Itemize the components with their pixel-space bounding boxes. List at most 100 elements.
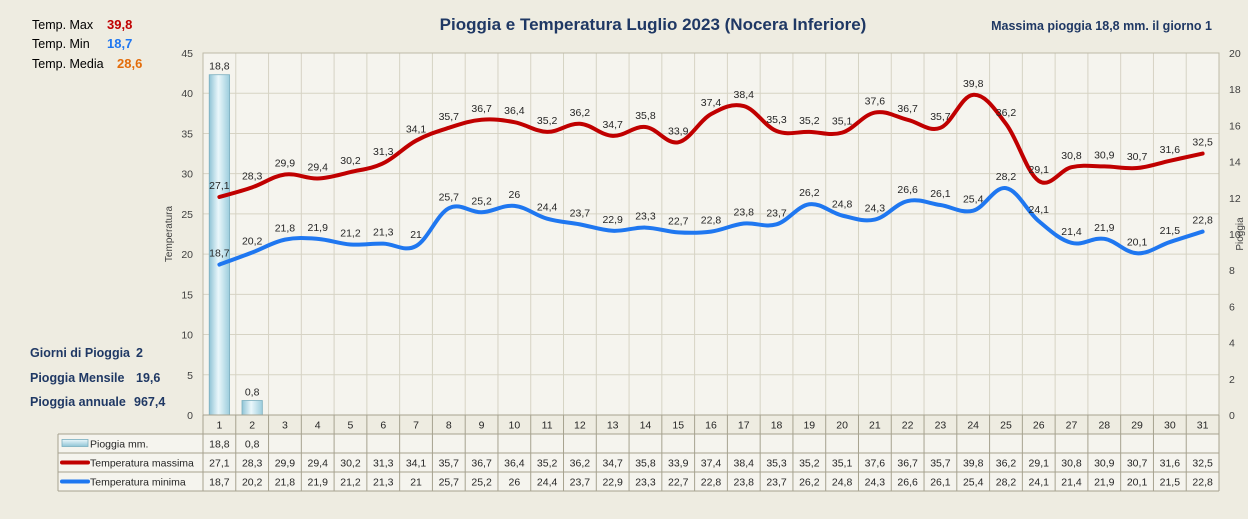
data-label: 31,3 [373, 146, 394, 158]
data-labels: 18,8 0,8 27,1 28,3 29,9 29,4 30,2 31,3 34,1 35,7 3… [209, 61, 1213, 399]
series-point [447, 207, 450, 210]
data-label: 22,9 [602, 214, 623, 226]
data-label: 20,1 [1127, 236, 1148, 248]
table-cell: 36,7 [897, 458, 918, 470]
series-point [1037, 179, 1040, 182]
table-cell: 35,7 [439, 458, 460, 470]
series-point [415, 245, 418, 248]
data-label: 24,1 [1029, 204, 1050, 216]
data-label: 35,7 [930, 111, 951, 123]
x-tick-label: 16 [705, 420, 717, 432]
series-point [251, 186, 254, 189]
table-cell: 34,7 [602, 458, 623, 470]
data-label: 24,8 [832, 198, 853, 210]
table-cell: 21 [410, 477, 422, 489]
legend-entry: Pioggia mm. [90, 439, 148, 451]
x-tick-label: 15 [672, 420, 684, 432]
series-point [808, 130, 811, 133]
table-cell: 35,1 [832, 458, 853, 470]
x-tick-label: 10 [509, 420, 521, 432]
series-point [972, 93, 975, 96]
table-cell: 22,9 [602, 477, 623, 489]
rain-bar [208, 74, 230, 416]
table-cell: 29,4 [307, 458, 328, 470]
y-tick-label: 10 [181, 330, 193, 342]
x-tick-label: 24 [967, 420, 979, 432]
y-tick-label: 45 [181, 48, 193, 60]
table-cell: 29,1 [1029, 458, 1050, 470]
series-point [447, 126, 450, 129]
series-point [578, 122, 581, 125]
data-label: 27,1 [209, 180, 230, 192]
table-cell: 35,8 [635, 458, 656, 470]
series-point [841, 214, 844, 217]
rain-days-label: Giorni di Pioggia [30, 346, 131, 360]
x-tick-label: 7 [413, 420, 419, 432]
series-point [546, 217, 549, 220]
series-point [808, 203, 811, 206]
series-line-max [217, 92, 1205, 199]
series-point [1037, 220, 1040, 223]
x-tick-label: 27 [1066, 420, 1078, 432]
x-tick-label: 4 [315, 420, 321, 432]
x-tick-label: 30 [1164, 420, 1176, 432]
y-tick-label: 35 [181, 128, 193, 140]
x-tick-label: 14 [640, 420, 652, 432]
series-point [480, 118, 483, 121]
series-point [513, 121, 516, 124]
data-label: 21,9 [1094, 222, 1115, 234]
data-label: 25,4 [963, 194, 984, 206]
table-cell: 23,7 [570, 477, 591, 489]
table-cell: 24,3 [865, 477, 886, 489]
x-tick-label: 21 [869, 420, 881, 432]
data-label: 29,4 [307, 161, 328, 173]
data-label: 21,5 [1160, 225, 1181, 237]
y2-tick-label: 16 [1229, 120, 1241, 132]
series-point [415, 139, 418, 142]
y2-tick-label: 2 [1229, 374, 1235, 386]
x-tick-label: 8 [446, 420, 452, 432]
x-tick-label: 28 [1098, 420, 1110, 432]
rain-bars [208, 74, 263, 416]
table-cell: 21,5 [1160, 477, 1181, 489]
legend-key-rain [61, 439, 89, 447]
series-point [513, 204, 516, 207]
table-cell: 26,1 [930, 477, 951, 489]
series-point [283, 173, 286, 176]
data-label: 22,7 [668, 215, 689, 227]
rain-bar-label: 0,8 [245, 387, 260, 399]
x-tick-label: 31 [1197, 420, 1209, 432]
data-label: 36,7 [897, 103, 918, 115]
data-label: 35,8 [635, 110, 656, 122]
series-point [1103, 237, 1106, 240]
y-tick-label: 15 [181, 289, 193, 301]
data-label: 22,8 [1192, 215, 1213, 227]
table-cell: 23,3 [635, 477, 656, 489]
legend-entry: Temperatura minima [90, 477, 186, 489]
series-point [1136, 167, 1139, 170]
data-label: 26,2 [799, 187, 820, 199]
data-label: 29,9 [275, 157, 296, 169]
data-label: 30,7 [1127, 151, 1148, 163]
series-point [873, 218, 876, 221]
series-point [316, 237, 319, 240]
data-label: 26,1 [930, 188, 951, 200]
temp-min-label: Temp. Min [32, 37, 90, 51]
y2-axis-label: Pioggia [1235, 217, 1246, 251]
table-cell: 28,3 [242, 458, 263, 470]
y-tick-label: 0 [187, 410, 193, 422]
data-label: 35,3 [766, 114, 787, 126]
data-label: 28,3 [242, 170, 263, 182]
table-cell: 24,1 [1029, 477, 1050, 489]
series-point [775, 223, 778, 226]
series-point [1004, 187, 1007, 190]
data-label: 38,4 [734, 89, 755, 101]
table-cell: 32,5 [1192, 458, 1213, 470]
y2-tick-label: 8 [1229, 265, 1235, 277]
table-cell: 39,8 [963, 458, 984, 470]
table-cell: 21,9 [1094, 477, 1115, 489]
data-label: 35,1 [832, 116, 853, 128]
series-point [742, 105, 745, 108]
table-cell: 21,8 [275, 477, 296, 489]
y2-tick-label: 20 [1229, 48, 1241, 60]
